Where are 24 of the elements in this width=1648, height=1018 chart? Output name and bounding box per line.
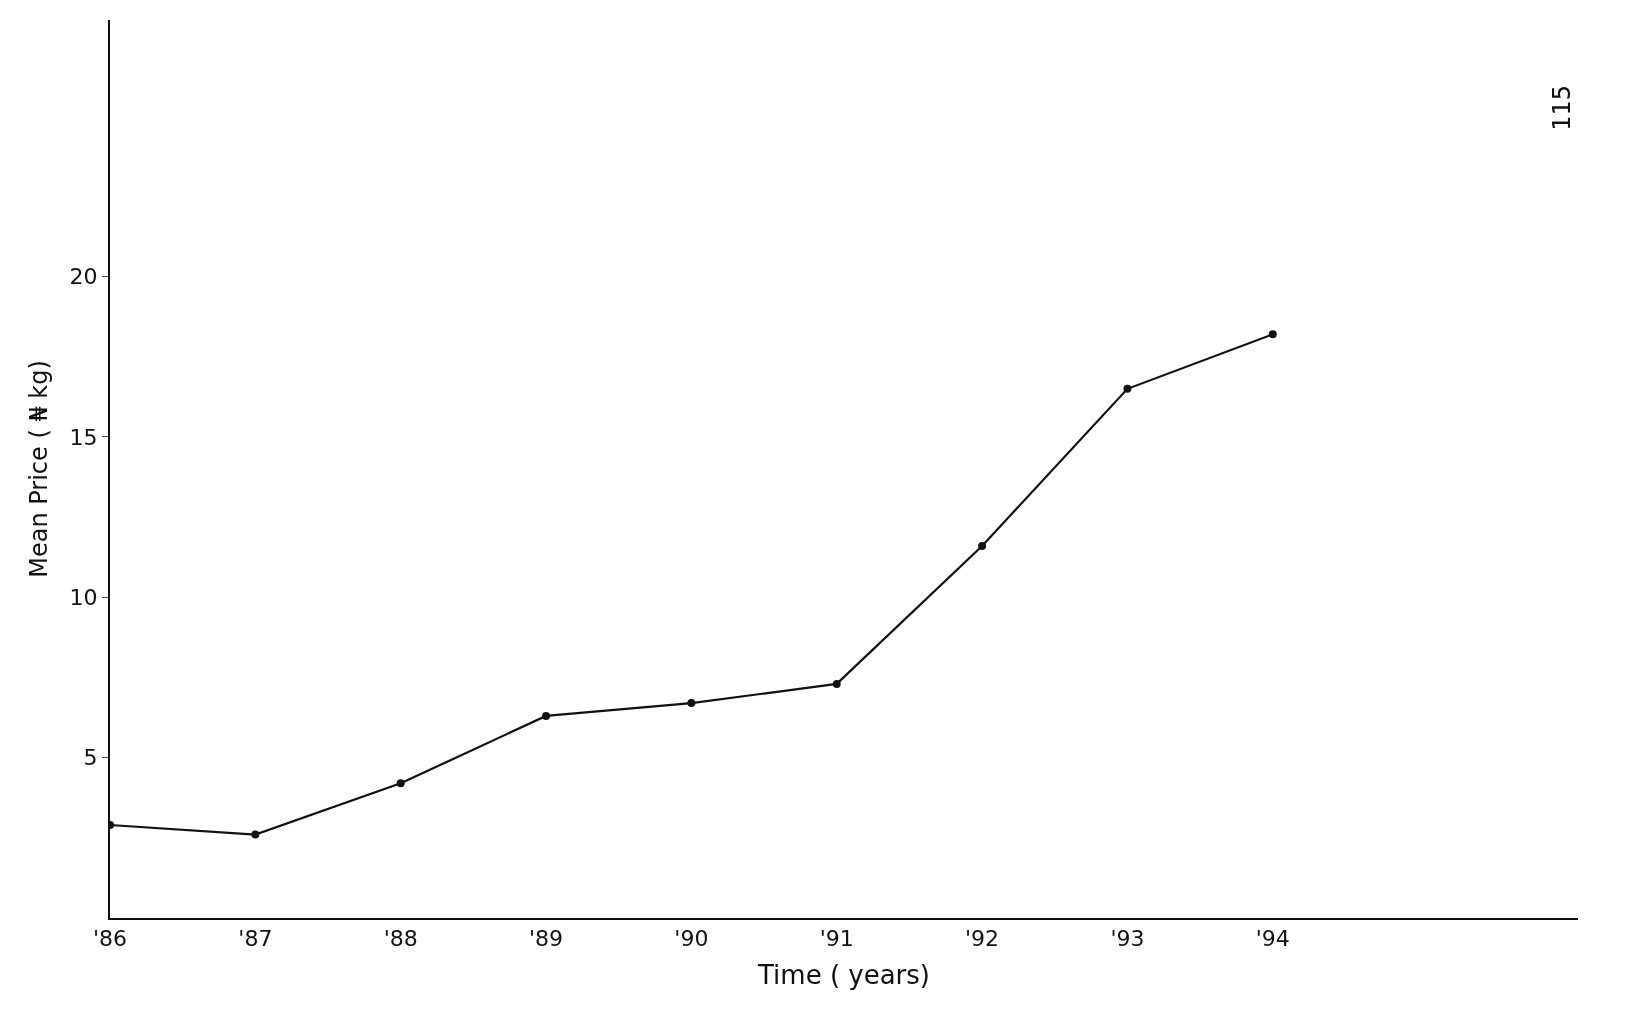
x-tick-label: '86 (92, 926, 128, 952)
x-tick-label: '91 (819, 926, 854, 952)
y-tick-label: 20 (69, 264, 98, 290)
x-tick-label: '94 (1255, 926, 1290, 952)
y-tick-label: 15 (69, 424, 98, 450)
y-axis-title: Mean Price ( ₦ kg) (25, 360, 54, 578)
point (1268, 330, 1277, 339)
point (1123, 384, 1132, 393)
point (978, 541, 987, 550)
point (396, 779, 405, 788)
point (832, 679, 841, 688)
y-tick-label: 10 (69, 584, 98, 610)
y-tick-label: 5 (83, 745, 98, 771)
x-tick-label: '90 (674, 926, 709, 952)
point (542, 711, 551, 720)
x-tick-label: '92 (965, 926, 1000, 952)
x-axis-title: Time ( years) (757, 959, 930, 990)
x-tick-label: '89 (529, 926, 564, 952)
x-tick-label: '88 (383, 926, 418, 952)
x-tick-label: '93 (1110, 926, 1145, 952)
annotation: 115 (1548, 85, 1577, 131)
x-tick-label: '87 (238, 926, 273, 952)
point (687, 699, 696, 708)
point (251, 830, 260, 839)
